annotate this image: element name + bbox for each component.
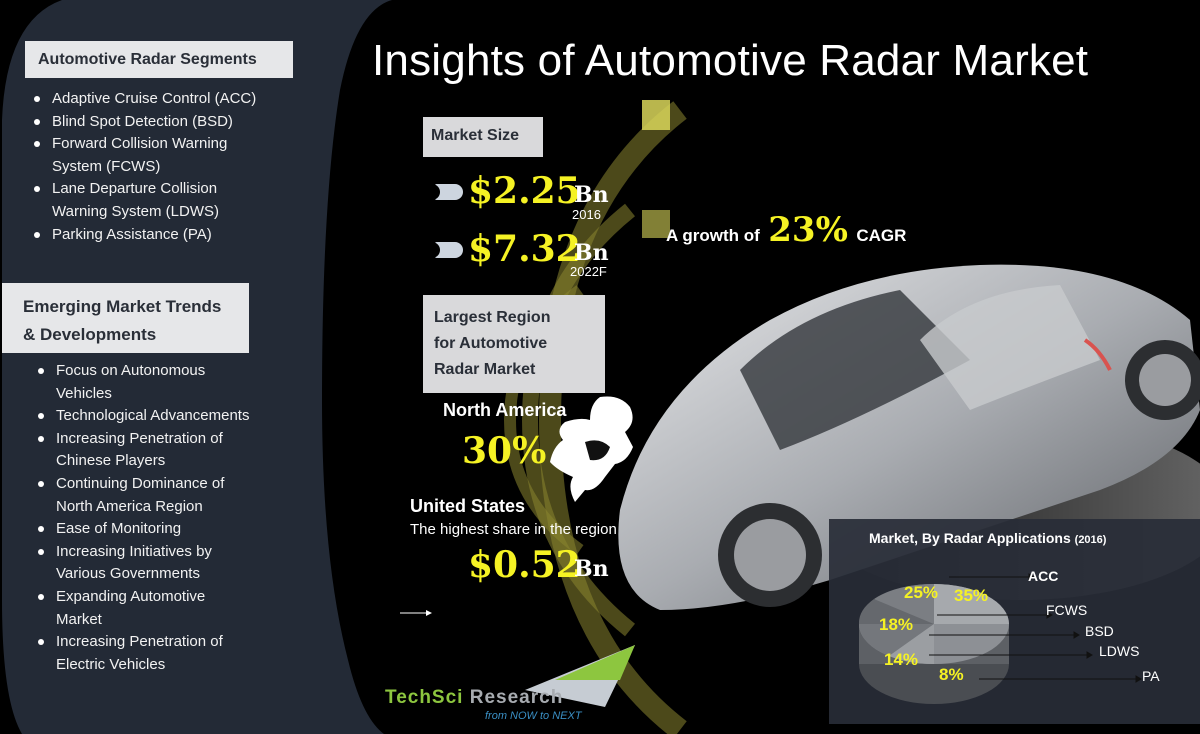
country-note: The highest share in the region — [410, 521, 617, 538]
radar-applications-chart: Market, By Radar Applications (2016) 25%… — [829, 519, 1200, 724]
country-name: United States — [410, 496, 526, 516]
largest-region-line3: Radar Market — [434, 361, 536, 378]
logo-wordmark: TechSci Research — [385, 687, 563, 709]
trend-item: Expanding Automotive Market — [34, 586, 254, 631]
left-panel-background — [2, 0, 392, 734]
legend-pa: PA — [1142, 668, 1160, 684]
trend-item: Increasing Initiatives by Various Govern… — [34, 541, 254, 586]
largest-region-line2: for Automotive — [434, 335, 548, 352]
market-size-2016-value: $2.25 — [468, 170, 581, 212]
arrow-icon — [400, 610, 432, 616]
trend-item: Focus on Autonomous Vehicles — [34, 360, 254, 405]
segments-list: Adaptive Cruise Control (ACC) Blind Spot… — [30, 88, 270, 246]
chart-subtitle: (2016) — [1074, 534, 1107, 546]
bullet-tab-icon — [430, 242, 463, 258]
pct-pa: 8% — [939, 665, 964, 684]
chart-title-text: Market, By Radar Applications — [869, 530, 1071, 546]
pct-bsd: 18% — [879, 615, 914, 634]
bullet-tab-icon — [430, 184, 463, 200]
pct-fcws: 25% — [904, 583, 939, 602]
pct-ldws: 14% — [884, 650, 919, 669]
country-unit: Bn — [574, 556, 609, 582]
trend-item: Increasing Penetration of Electric Vehic… — [34, 631, 254, 676]
market-size-2022-year: 2022F — [570, 264, 607, 279]
largest-region-header: Largest Region for Automotive Radar Mark… — [423, 295, 605, 393]
growth-suffix: CAGR — [856, 226, 907, 245]
legend-fcws: FCWS — [1046, 602, 1088, 618]
trends-header-line1: Emerging Market Trends — [23, 297, 222, 316]
trends-list: Focus on Autonomous Vehicles Technologic… — [34, 360, 254, 676]
growth-prefix: A growth of — [666, 226, 760, 245]
page-title: Insights of Automotive Radar Market — [372, 36, 1089, 85]
chart-title: Market, By Radar Applications (2016) — [869, 530, 1106, 546]
legend-acc: ACC — [1028, 568, 1059, 584]
growth-value: 23% — [768, 210, 848, 250]
legend-ldws: LDWS — [1099, 643, 1140, 659]
market-size-2016-year: 2016 — [572, 207, 601, 222]
region-name: North America — [443, 400, 567, 420]
segments-header: Automotive Radar Segments — [25, 41, 293, 78]
market-size-2022-unit: Bn — [574, 240, 609, 266]
logo-tagline: from NOW to NEXT — [485, 710, 582, 722]
trends-header-line2: & Developments — [23, 325, 157, 344]
trend-item: Technological Advancements — [34, 405, 254, 428]
market-size-2022-value: $7.32 — [468, 228, 581, 270]
trend-item: Continuing Dominance of North America Re… — [34, 473, 254, 518]
market-size-2016-unit: Bn — [574, 182, 609, 208]
segment-item: Adaptive Cruise Control (ACC) — [30, 88, 270, 111]
segment-item: Parking Assistance (PA) — [30, 224, 270, 247]
segment-item: Forward Collision Warning System (FCWS) — [30, 133, 270, 178]
market-size-header: Market Size — [423, 117, 543, 157]
north-america-map-icon — [550, 396, 633, 502]
trends-header: Emerging Market Trends & Developments — [2, 283, 249, 353]
techsci-logo: TechSci Research from NOW to NEXT — [385, 645, 635, 725]
pie-chart-3d — [858, 583, 1009, 704]
trend-item: Increasing Penetration of Chinese Player… — [34, 428, 254, 473]
logo-part1: TechSci — [385, 687, 464, 708]
logo-part2: Research — [469, 687, 564, 708]
growth-callout: A growth of 23% CAGR — [666, 210, 906, 250]
pct-acc: 35% — [954, 586, 989, 605]
trend-item: Ease of Monitoring — [34, 518, 254, 541]
leader-lines — [929, 573, 1142, 683]
segment-item: Lane Departure Collision Warning System … — [30, 178, 270, 223]
largest-region-line1: Largest Region — [434, 309, 551, 326]
segment-item: Blind Spot Detection (BSD) — [30, 111, 270, 134]
legend-bsd: BSD — [1085, 623, 1114, 639]
country-value: $0.52 — [468, 544, 581, 586]
logo-triangle-icon — [525, 645, 635, 707]
region-share: 30% — [462, 430, 547, 472]
